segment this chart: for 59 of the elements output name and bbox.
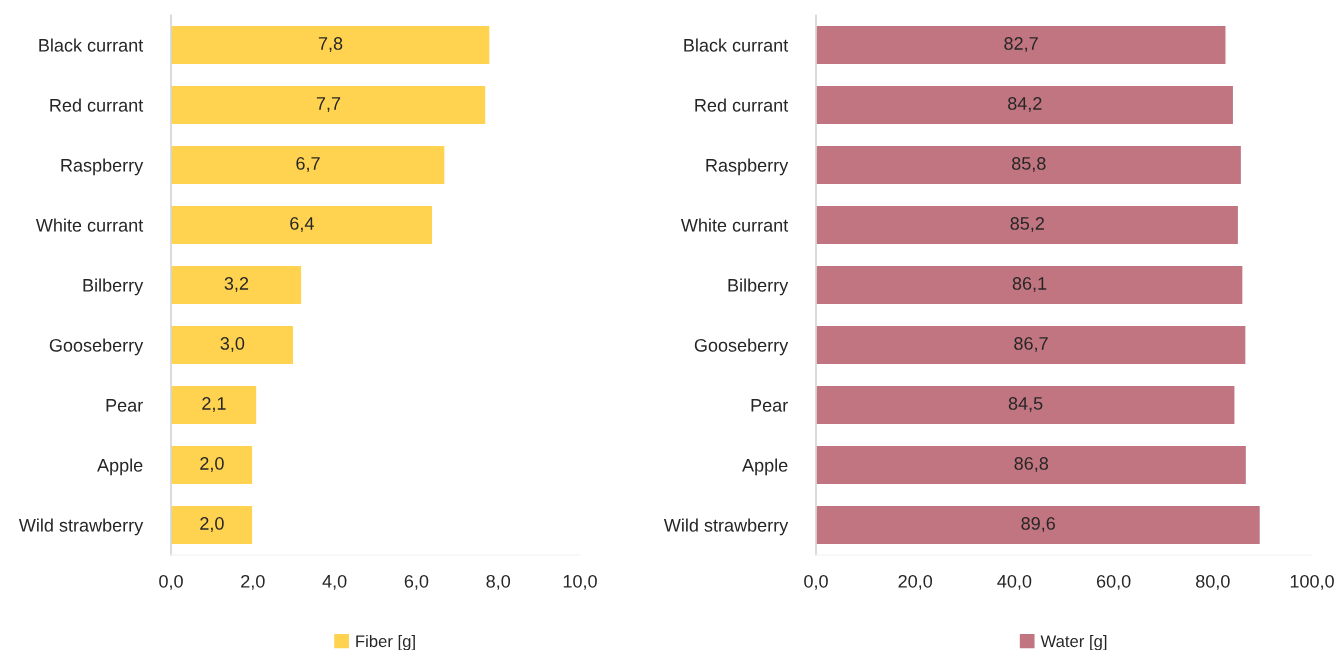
bar [171, 204, 434, 246]
y-tick-label: Red currant [50, 98, 144, 112]
y-tick-label: White currant [35, 218, 144, 232]
bar [171, 324, 295, 366]
bar [171, 144, 446, 186]
y-tick-label: Red currant [695, 98, 789, 112]
data-label: 7,7 [316, 97, 341, 112]
data-label: 2,0 [200, 457, 224, 472]
data-label: 2,1 [202, 397, 226, 412]
x-tick-label: 40,0 [997, 574, 1032, 590]
x-tick-label: 8,0 [486, 574, 511, 590]
bar [171, 444, 254, 486]
data-label: 6,4 [290, 217, 314, 232]
x-tick-label: 80,0 [1196, 574, 1230, 590]
y-tick-label: Bilberry [728, 278, 789, 296]
y-tick-label: Pear [751, 399, 788, 412]
y-tick-label: Wild strawberry [18, 518, 144, 536]
x-tick-label: 0,0 [159, 574, 183, 590]
bar [171, 504, 254, 546]
y-tick-label: Pear [106, 399, 143, 412]
bar [171, 384, 258, 426]
data-label: 86,1 [1012, 277, 1047, 292]
data-label: 84,5 [1008, 397, 1043, 412]
data-label: 3,2 [224, 277, 249, 292]
legend-label: Water [g] [1040, 634, 1107, 650]
y-tick-label: Gooseberry [49, 338, 144, 356]
y-tick-label: Wild strawberry [663, 518, 789, 536]
y-tick-label: Black currant [39, 38, 144, 52]
x-tick-label: 10,0 [563, 574, 597, 590]
y-tick-label: Raspberry [706, 158, 789, 176]
data-label: 82,7 [1004, 37, 1038, 52]
x-tick-label: 20,0 [898, 574, 933, 590]
data-label: 85,8 [1012, 157, 1046, 172]
y-tick-label: Black currant [684, 38, 789, 52]
data-label: 2,0 [200, 517, 224, 532]
data-label: 86,7 [1014, 337, 1048, 352]
y-tick-label: Bilberry [83, 278, 144, 296]
x-tick-label: 4,0 [322, 574, 347, 590]
data-label: 89,6 [1021, 517, 1055, 532]
y-tick-label: Apple [742, 458, 788, 476]
y-tick-label: White currant [680, 218, 789, 232]
data-label: 7,8 [318, 37, 343, 52]
y-tick-label: Raspberry [61, 158, 144, 176]
x-tick-label: 2,0 [241, 574, 265, 590]
x-tick-label: 0,0 [804, 574, 828, 590]
bar [171, 264, 303, 306]
bar [171, 84, 487, 126]
x-tick-label: 100,0 [1290, 574, 1334, 590]
y-tick-label: Gooseberry [694, 338, 789, 356]
bar [171, 24, 491, 66]
y-tick-label: Apple [97, 458, 143, 476]
legend-label: Fiber [g] [356, 634, 415, 650]
data-label: 86,8 [1014, 457, 1049, 472]
data-label: 6,7 [296, 157, 320, 172]
data-label: 3,0 [220, 337, 245, 352]
x-tick-label: 60,0 [1096, 574, 1131, 590]
data-label: 85,2 [1010, 217, 1044, 232]
data-label: 84,2 [1008, 97, 1042, 112]
x-tick-label: 6,0 [404, 574, 429, 590]
